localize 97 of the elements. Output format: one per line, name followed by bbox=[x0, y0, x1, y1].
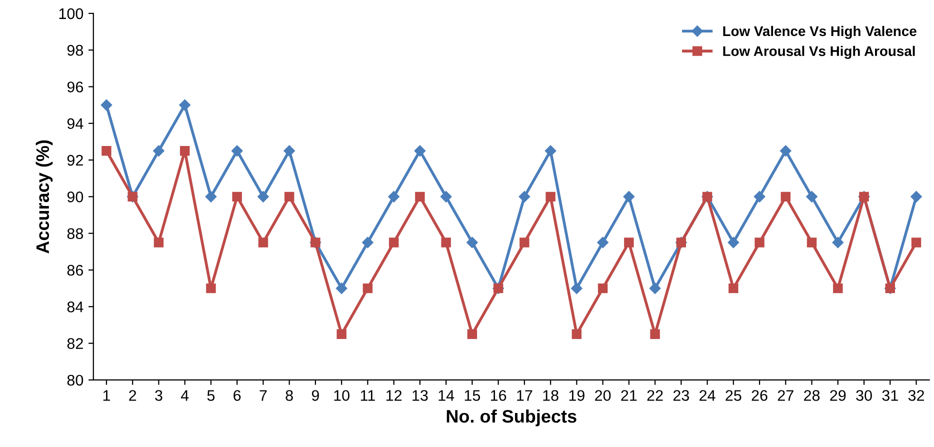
y-tick-label: 90 bbox=[67, 192, 84, 202]
x-tick-label: 13 bbox=[412, 390, 428, 401]
x-tick-label: 25 bbox=[726, 390, 742, 401]
point bbox=[544, 145, 556, 156]
point bbox=[388, 191, 400, 202]
y-tick-label: 92 bbox=[67, 154, 83, 166]
point bbox=[780, 192, 791, 202]
point bbox=[258, 238, 268, 248]
point bbox=[231, 145, 243, 156]
y-tick-label: 80 bbox=[67, 374, 84, 386]
x-tick-label: 17 bbox=[517, 390, 532, 401]
point bbox=[336, 282, 348, 294]
x-tick-label: 14 bbox=[438, 390, 454, 401]
point bbox=[754, 238, 764, 248]
point bbox=[572, 329, 582, 339]
x-tick-label: 22 bbox=[647, 390, 663, 401]
y-tick-label: 98 bbox=[67, 44, 84, 56]
x-tick-label: 32 bbox=[908, 390, 924, 401]
point bbox=[571, 282, 582, 294]
x-tick-label: 8 bbox=[286, 390, 293, 401]
point bbox=[754, 191, 766, 202]
point bbox=[441, 238, 451, 248]
x-tick-label: 24 bbox=[700, 390, 716, 401]
point bbox=[832, 236, 844, 248]
point bbox=[649, 282, 661, 294]
point bbox=[624, 238, 634, 248]
x-tick-label: 18 bbox=[543, 390, 558, 401]
point bbox=[336, 329, 346, 339]
x-tick-label: 21 bbox=[621, 390, 637, 401]
x-tick-label: 10 bbox=[334, 390, 350, 401]
point bbox=[833, 283, 843, 294]
point bbox=[388, 238, 399, 248]
x-tick-label: 7 bbox=[260, 390, 267, 401]
point bbox=[440, 191, 452, 202]
x-tick-label: 3 bbox=[155, 390, 162, 401]
x-tick-label: 6 bbox=[234, 390, 241, 401]
x-tick-label: 9 bbox=[312, 390, 319, 401]
x-tick-label: 2 bbox=[129, 390, 136, 401]
point bbox=[206, 283, 216, 294]
y-tick-label: 86 bbox=[67, 264, 84, 276]
point bbox=[362, 236, 374, 248]
x-tick-label: 5 bbox=[207, 390, 215, 401]
point bbox=[258, 191, 269, 202]
point bbox=[180, 146, 190, 156]
x-tick-label: 27 bbox=[778, 390, 794, 401]
legend-label: Low Valence Vs High Valence bbox=[723, 26, 916, 39]
point bbox=[205, 191, 217, 202]
point bbox=[415, 192, 425, 202]
point bbox=[728, 283, 738, 294]
x-tick-label: 1 bbox=[103, 390, 110, 401]
point bbox=[466, 236, 478, 248]
y-tick-label: 100 bbox=[59, 8, 84, 20]
x-tick-label: 4 bbox=[180, 390, 189, 401]
point bbox=[728, 236, 740, 248]
point bbox=[284, 192, 294, 202]
x-tick-label: 16 bbox=[490, 390, 506, 401]
x-axis-title: No. of Subjects bbox=[446, 409, 576, 426]
point bbox=[362, 283, 373, 294]
point bbox=[232, 192, 242, 202]
legend-label: Low Arousal Vs High Arousal bbox=[723, 46, 915, 59]
x-tick-label: 30 bbox=[856, 390, 872, 401]
point bbox=[623, 191, 635, 202]
point bbox=[467, 329, 478, 339]
point bbox=[650, 329, 660, 339]
point bbox=[546, 192, 556, 202]
point bbox=[414, 145, 426, 156]
y-tick-label: 84 bbox=[67, 302, 84, 312]
x-tick-label: 15 bbox=[464, 390, 480, 401]
x-tick-label: 28 bbox=[804, 390, 820, 401]
x-tick-label: 31 bbox=[882, 390, 898, 401]
y-tick-label: 96 bbox=[67, 82, 84, 92]
y-axis-title: Accuracy (%) bbox=[36, 140, 53, 254]
point bbox=[780, 145, 792, 156]
point bbox=[806, 191, 818, 202]
point bbox=[520, 238, 530, 248]
x-tick-label: 19 bbox=[569, 390, 584, 401]
point bbox=[597, 236, 608, 248]
point bbox=[102, 146, 112, 156]
point bbox=[154, 238, 164, 248]
x-tick-label: 23 bbox=[673, 390, 689, 401]
x-tick-label: 29 bbox=[830, 390, 846, 401]
point bbox=[910, 191, 922, 202]
y-tick-label: 88 bbox=[67, 228, 84, 240]
point bbox=[806, 238, 817, 248]
y-tick-label: 94 bbox=[67, 118, 84, 130]
point bbox=[179, 99, 190, 111]
point bbox=[598, 283, 608, 294]
point bbox=[518, 191, 530, 202]
point bbox=[153, 145, 164, 156]
x-tick-label: 11 bbox=[360, 390, 375, 401]
x-tick-label: 20 bbox=[595, 390, 611, 401]
y-tick-label: 82 bbox=[67, 338, 83, 349]
point bbox=[284, 145, 295, 156]
point bbox=[100, 99, 112, 111]
point bbox=[911, 238, 922, 248]
x-tick-label: 26 bbox=[752, 390, 768, 401]
x-tick-label: 12 bbox=[386, 390, 402, 401]
